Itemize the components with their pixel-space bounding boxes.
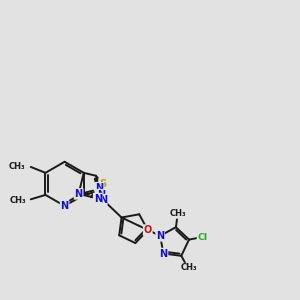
Text: Cl: Cl: [197, 232, 208, 242]
Text: N: N: [94, 194, 102, 204]
Text: N: N: [61, 201, 69, 211]
Text: CH₃: CH₃: [181, 263, 197, 272]
Text: O: O: [144, 225, 152, 235]
Text: CH₃: CH₃: [9, 162, 26, 171]
Text: N: N: [159, 248, 167, 259]
Text: N: N: [156, 231, 164, 241]
Text: N: N: [75, 189, 83, 199]
Text: N: N: [95, 183, 104, 193]
Text: CH₃: CH₃: [10, 196, 26, 205]
Text: N: N: [99, 195, 107, 205]
Text: CH₃: CH₃: [170, 209, 186, 218]
Text: S: S: [99, 179, 106, 189]
Text: N: N: [98, 190, 106, 200]
